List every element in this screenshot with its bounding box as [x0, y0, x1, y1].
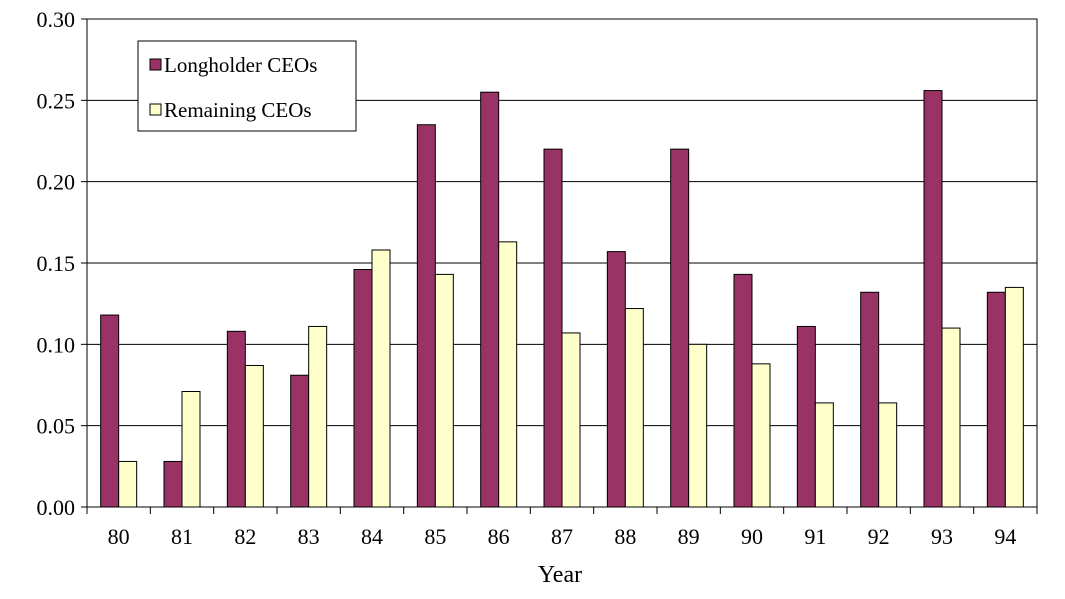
legend-swatch-remaining	[149, 103, 162, 116]
bar-remaining	[624, 308, 644, 508]
bar-remaining	[878, 402, 898, 508]
bar-remaining	[434, 273, 454, 508]
bar-longholder	[670, 148, 690, 508]
bar-remaining	[941, 327, 961, 508]
axes: 0.00 0.05 0.10 0.15 0.20 0.25 0.30 80 81 82 83 84 85…	[37, 7, 1038, 549]
bars	[100, 90, 1024, 508]
bar-remaining	[244, 364, 264, 508]
x-tick-label: 83	[298, 524, 320, 549]
bar-longholder	[733, 273, 753, 508]
bar-remaining	[181, 391, 201, 508]
bar-longholder	[923, 90, 943, 508]
bar-longholder	[163, 460, 183, 508]
y-tick-label: 0.05	[37, 414, 76, 439]
bar-longholder	[416, 124, 436, 508]
bar-remaining	[371, 249, 391, 508]
bar-longholder	[796, 325, 816, 508]
bar-longholder	[543, 148, 563, 508]
x-tick-label: 80	[108, 524, 130, 549]
bar-remaining	[308, 325, 328, 508]
x-tick-label: 91	[804, 524, 826, 549]
y-tick-label: 0.25	[37, 88, 76, 113]
x-tick-label: 87	[551, 524, 573, 549]
bar-longholder	[290, 374, 310, 508]
legend-label-longholder: Longholder CEOs	[164, 53, 317, 77]
legend-box	[137, 40, 357, 132]
bar-longholder	[860, 291, 880, 508]
bar-longholder	[353, 269, 373, 508]
x-tick-label: 84	[361, 524, 383, 549]
bar-longholder	[100, 314, 120, 508]
x-tick-label: 88	[614, 524, 636, 549]
bar-longholder	[480, 91, 500, 508]
x-tick-label: 82	[234, 524, 256, 549]
bar-remaining	[688, 343, 708, 508]
bar-remaining	[751, 363, 771, 508]
bar-remaining	[498, 241, 518, 508]
x-tick-label: 86	[488, 524, 510, 549]
y-tick-label: 0.15	[37, 251, 76, 276]
bar-remaining	[561, 332, 581, 508]
legend: Longholder CEOs Remaining CEOs	[137, 40, 357, 132]
x-tick-label: 90	[741, 524, 763, 549]
bar-longholder	[606, 251, 626, 508]
bar-remaining	[118, 460, 138, 508]
x-tick-label: 93	[931, 524, 953, 549]
x-axis-title: Year	[538, 562, 582, 588]
legend-label-remaining: Remaining CEOs	[164, 98, 312, 122]
x-tick-label: 94	[994, 524, 1016, 549]
x-tick-label: 92	[868, 524, 890, 549]
y-tick-label: 0.30	[37, 7, 76, 32]
x-tick-label: 85	[424, 524, 446, 549]
legend-swatch-longholder	[149, 58, 162, 71]
y-tick-label: 0.00	[37, 495, 76, 520]
x-tick-label: 89	[678, 524, 700, 549]
x-tick-label: 81	[171, 524, 193, 549]
y-tick-label: 0.10	[37, 332, 76, 357]
bar-longholder	[986, 291, 1006, 508]
bar-remaining	[814, 402, 834, 508]
bar-longholder	[226, 330, 246, 508]
y-tick-label: 0.20	[37, 170, 76, 195]
plot-frame	[86, 18, 1038, 508]
bar-remaining	[1004, 286, 1024, 508]
